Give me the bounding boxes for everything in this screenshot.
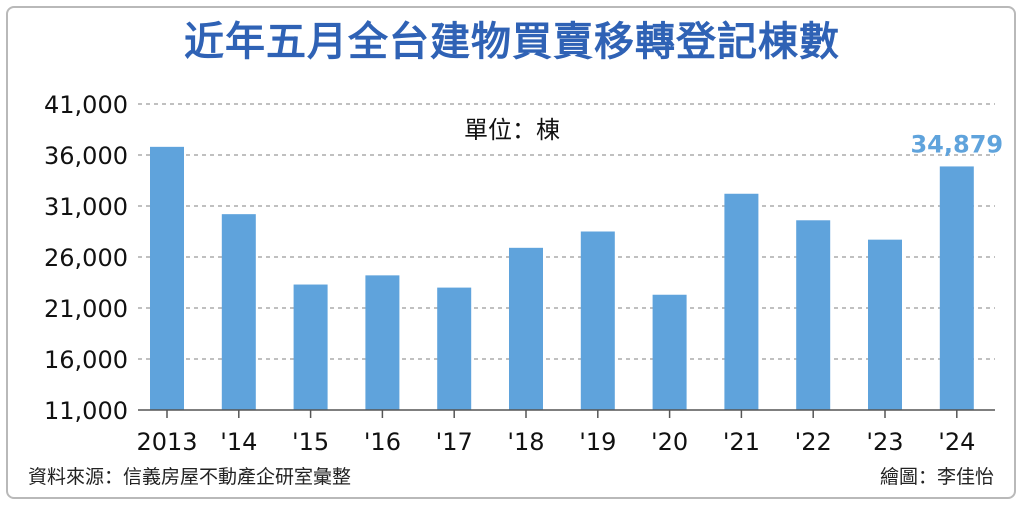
y-tick-label: 26,000 (44, 244, 128, 272)
x-tick-label: '21 (723, 428, 760, 456)
y-tick-label: 31,000 (44, 193, 128, 221)
x-tick-label: '18 (507, 428, 544, 456)
x-tick-label: '24 (938, 428, 975, 456)
y-tick-label: 41,000 (44, 91, 128, 119)
bar (293, 284, 328, 410)
graphic-credit: 繪圖：李佳怡 (879, 466, 994, 488)
bar (868, 239, 902, 410)
x-axis-ticks: 2013 '14 '15 '16 '17 '18 '19 '20 '21 '22 '23 '24 (136, 410, 975, 456)
bar (939, 166, 974, 410)
bar (724, 193, 759, 410)
unit-label: 單位：棟 (464, 116, 560, 144)
x-tick-label: '23 (866, 428, 903, 456)
x-tick-label: '14 (220, 428, 257, 456)
bar (580, 231, 615, 410)
bar (796, 220, 831, 410)
highlight-value-label: 34,879 (910, 130, 1003, 158)
x-tick-label: '17 (436, 428, 473, 456)
x-tick-label: '15 (292, 428, 329, 456)
y-tick-label: 36,000 (44, 142, 128, 170)
y-tick-label: 21,000 (44, 295, 128, 323)
chart-title: 近年五月全台建物買賣移轉登記棟數 (184, 19, 840, 65)
bar (509, 247, 543, 410)
x-tick-label: '22 (795, 428, 832, 456)
x-tick-label: '16 (364, 428, 401, 456)
y-axis-ticks: 11,000 16,000 21,000 26,000 31,000 36,000 41,0… (44, 91, 128, 425)
y-tick-label: 16,000 (44, 346, 128, 374)
bar (437, 287, 472, 410)
x-tick-label: 2013 (136, 428, 197, 456)
x-tick-label: '20 (651, 428, 688, 456)
bar (652, 294, 687, 410)
gridlines (138, 103, 995, 360)
y-tick-label: 11,000 (44, 397, 128, 425)
bar (365, 275, 400, 410)
bar (150, 146, 184, 410)
bar (221, 214, 256, 410)
bars (150, 146, 974, 410)
source-note: 資料來源：信義房屋不動產企研室彙整 (28, 466, 352, 488)
x-tick-label: '19 (579, 428, 616, 456)
